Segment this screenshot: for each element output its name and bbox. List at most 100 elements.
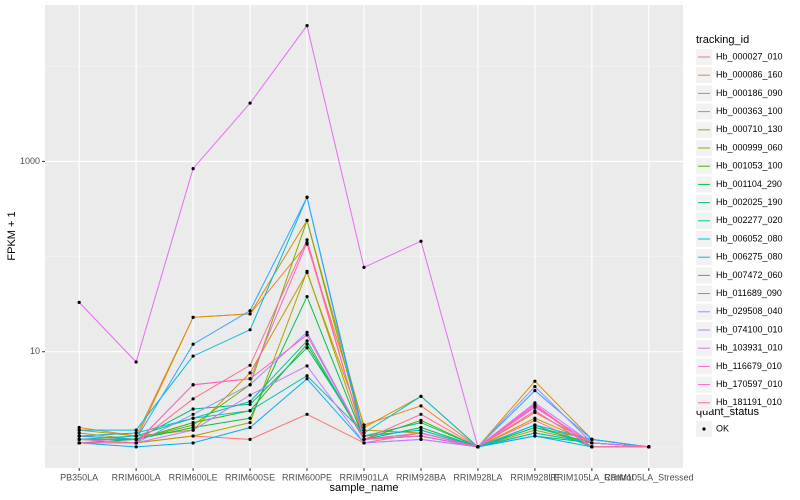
legend-label: Hb_000086_160: [716, 70, 783, 80]
data-point: [248, 416, 252, 420]
legend-label: Hb_000186_090: [716, 88, 783, 98]
x-tick-label: RRIM901LA: [339, 472, 388, 482]
data-point: [248, 363, 252, 367]
legend-label: Hb_002025_190: [716, 197, 783, 207]
data-point: [362, 441, 366, 445]
data-point: [419, 431, 423, 435]
data-point: [590, 445, 594, 449]
data-point: [305, 330, 309, 334]
x-tick-label: RRIM600SE: [225, 472, 275, 482]
data-point: [77, 434, 81, 438]
data-point: [305, 269, 309, 273]
data-point: [647, 445, 651, 449]
x-axis-title: sample_name: [329, 482, 398, 494]
data-point: [248, 399, 252, 404]
data-point: [305, 333, 309, 337]
data-point: [191, 407, 195, 411]
data-point: [191, 354, 195, 358]
data-point: [134, 360, 138, 364]
data-point: [77, 425, 81, 430]
data-point: [533, 379, 537, 383]
legend-title: tracking_id: [696, 34, 749, 46]
legend-label: Hb_074100_010: [716, 324, 783, 334]
data-point: [419, 394, 423, 398]
data-point: [305, 195, 309, 199]
data-point: [191, 420, 195, 425]
data-point: [533, 416, 537, 420]
data-point: [248, 425, 252, 430]
data-point: [134, 434, 138, 438]
data-point: [305, 377, 309, 381]
data-point: [533, 425, 537, 430]
data-point: [191, 412, 195, 416]
data-point: [77, 441, 81, 445]
data-point: [305, 339, 309, 343]
data-point: [590, 441, 594, 445]
legend-label: Hb_001104_290: [716, 179, 782, 189]
data-point: [419, 425, 423, 430]
legend-label: Hb_116679_010: [716, 361, 782, 371]
data-point: [248, 393, 252, 397]
data-point: [191, 441, 195, 445]
point-legend-swatch: [702, 427, 706, 431]
data-point: [533, 434, 537, 438]
data-point: [362, 431, 366, 435]
data-point: [533, 428, 537, 432]
data-point: [248, 328, 252, 332]
data-point: [362, 434, 366, 438]
x-tick-label: RRIM928LE: [510, 472, 559, 482]
data-point: [77, 437, 81, 441]
data-point: [248, 402, 252, 406]
data-point: [533, 389, 537, 393]
y-tick-label: 1000: [20, 156, 40, 166]
legend-label: Hb_000363_100: [716, 106, 783, 116]
legend-label: Hb_001053_100: [716, 161, 783, 171]
data-point: [134, 441, 138, 445]
data-point: [419, 239, 423, 243]
data-point: [590, 437, 594, 441]
legend-label: Hb_007472_060: [716, 270, 783, 280]
legend-label: Hb_006275_080: [716, 252, 783, 262]
legend-label: Hb_006052_080: [716, 233, 783, 243]
legend-label: Hb_029508_040: [716, 306, 783, 316]
data-point: [305, 364, 309, 368]
legend-label: Hb_000710_130: [716, 124, 783, 134]
data-point: [362, 428, 366, 432]
data-point: [305, 238, 309, 242]
data-point: [305, 294, 309, 299]
legend-label: Hb_000999_060: [716, 142, 783, 152]
data-point: [305, 412, 309, 416]
data-point: [533, 404, 537, 408]
data-point: [248, 383, 252, 387]
x-tick-label: RRIM105LA_Control: [550, 472, 633, 482]
data-point: [362, 425, 366, 430]
data-point: [134, 428, 138, 432]
data-point: [533, 423, 537, 427]
data-point: [191, 425, 195, 430]
data-point: [533, 385, 537, 389]
data-point: [191, 423, 195, 427]
data-point: [191, 315, 195, 319]
data-point: [419, 428, 423, 432]
data-point: [419, 434, 423, 438]
data-point: [362, 423, 366, 427]
x-tick-label: RRIM928LA: [453, 472, 502, 482]
x-tick-label: RRIM600LA: [112, 472, 161, 482]
y-tick-label: 10: [30, 346, 40, 356]
data-point: [191, 428, 195, 432]
data-point: [248, 371, 252, 375]
y-axis-title: FPKM + 1: [6, 211, 18, 260]
data-point: [191, 167, 195, 171]
point-legend-label: OK: [716, 423, 729, 433]
legend-label: Hb_103931_010: [716, 343, 783, 353]
data-point: [419, 437, 423, 441]
legend-label: Hb_002277_020: [716, 215, 783, 225]
data-point: [77, 300, 81, 304]
data-point: [419, 420, 423, 425]
data-point: [362, 265, 366, 269]
data-point: [191, 434, 195, 438]
legend-label: Hb_170597_010: [716, 379, 783, 389]
data-point: [134, 445, 138, 449]
x-tick-label: RRIM928BA: [396, 472, 446, 482]
data-point: [134, 437, 138, 441]
